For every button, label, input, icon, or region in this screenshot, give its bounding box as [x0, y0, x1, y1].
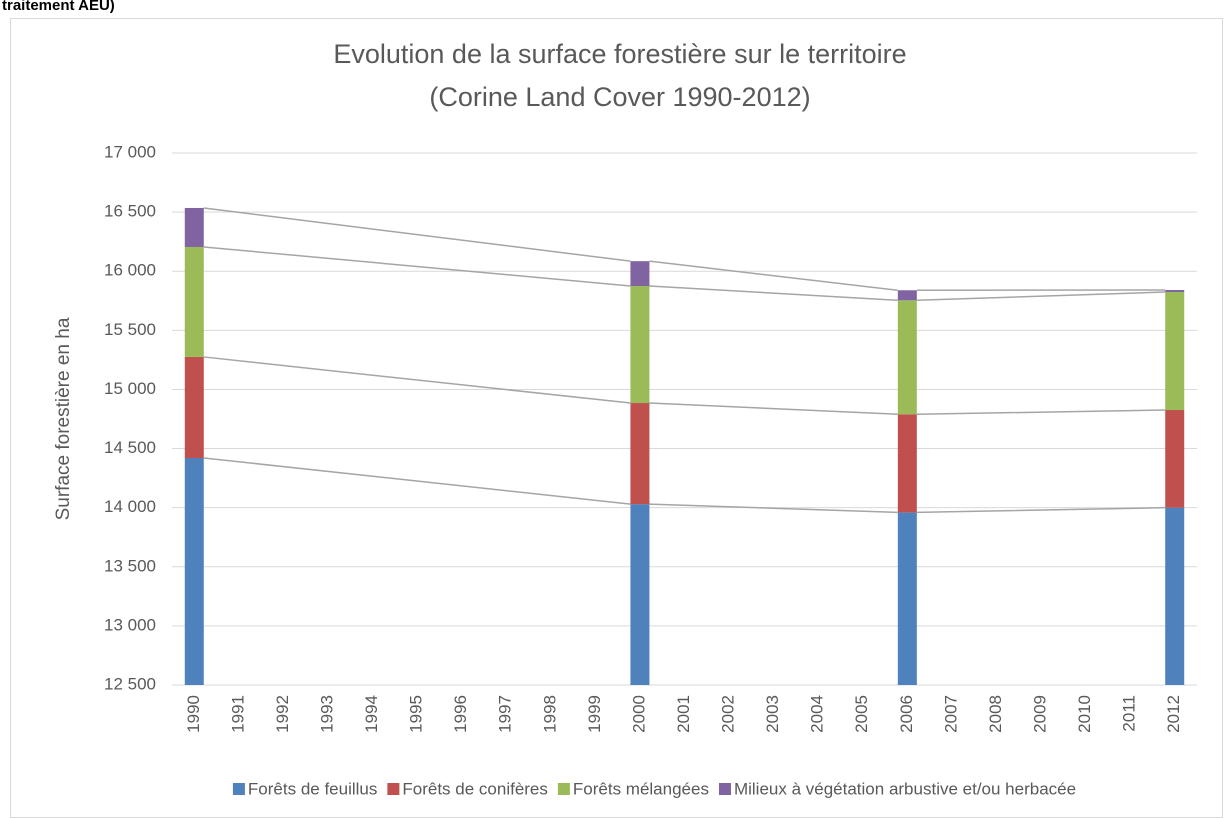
chart-title: Evolution de la surface forestière sur l… — [333, 39, 906, 69]
bar-segment — [1165, 290, 1185, 293]
y-tick-label: 13 500 — [104, 556, 156, 575]
bar-segment — [1165, 410, 1185, 508]
chart-border — [10, 18, 1223, 818]
bar-segment — [1165, 292, 1185, 411]
x-tick-label: 2005 — [852, 695, 871, 733]
x-tick-label: 2008 — [986, 695, 1005, 733]
x-tick-label: 1992 — [273, 695, 292, 733]
y-axis-label: Surface forestière en ha — [53, 317, 74, 520]
bar-segment — [897, 290, 917, 301]
bar-segment — [630, 504, 650, 685]
series-line — [203, 356, 1166, 416]
bar-segment — [184, 356, 204, 459]
x-tick-label: 2007 — [941, 695, 960, 733]
x-tick-label: 1998 — [540, 695, 559, 733]
x-tick-label: 2003 — [763, 695, 782, 733]
x-tick-label: 1997 — [496, 695, 515, 733]
header-note: traitement AEU) — [2, 0, 115, 14]
bar-segment — [630, 403, 650, 505]
x-tick-label: 1999 — [585, 695, 604, 733]
x-tick-label: 2010 — [1075, 695, 1094, 733]
x-tick-label: 2001 — [674, 695, 693, 733]
x-tick-label: 1996 — [451, 695, 470, 733]
x-tick-label: 1991 — [228, 695, 247, 733]
y-tick-label: 13 000 — [104, 615, 156, 634]
legend-label: Milieux à végétation arbustive et/ou her… — [734, 779, 1076, 798]
x-tick-label: 2006 — [897, 695, 916, 733]
bar-segment — [630, 286, 650, 404]
x-tick-label: 2009 — [1031, 695, 1050, 733]
x-tick-label: 1994 — [362, 695, 381, 733]
bar-segment — [897, 414, 917, 513]
legend-swatch — [232, 783, 245, 795]
x-tick-label: 2012 — [1164, 695, 1183, 733]
bar-segment — [184, 458, 204, 685]
y-tick-label: 14 000 — [104, 497, 156, 516]
bar-segment — [184, 207, 204, 247]
y-tick-label: 17 000 — [104, 142, 156, 161]
legend-swatch — [557, 783, 570, 795]
x-tick-label: 2000 — [629, 695, 648, 733]
y-tick-label: 15 500 — [104, 320, 156, 339]
legend-label: Forêts de conifères — [402, 779, 548, 798]
x-tick-label: 1990 — [184, 695, 203, 733]
x-tick-label: 2002 — [719, 695, 738, 733]
y-tick-label: 15 000 — [104, 379, 156, 398]
bar-segment — [1165, 507, 1185, 685]
bar-segment — [897, 512, 917, 685]
y-tick-label: 16 500 — [104, 202, 156, 221]
x-tick-label: 1993 — [317, 695, 336, 733]
series-line — [203, 207, 1166, 292]
x-tick-label: 2011 — [1120, 695, 1139, 732]
x-tick-label: 2004 — [808, 695, 827, 733]
bar-segment — [184, 246, 204, 357]
y-tick-label: 12 500 — [104, 674, 156, 693]
y-tick-label: 16 000 — [104, 261, 156, 280]
legend-label: Forêts mélangées — [573, 779, 709, 798]
y-tick-label: 14 500 — [104, 438, 156, 457]
chart-subtitle: (Corine Land Cover 1990-2012) — [429, 82, 810, 112]
legend-swatch — [718, 783, 731, 795]
x-tick-label: 1995 — [407, 695, 426, 733]
bar-segment — [630, 261, 650, 286]
legend-label: Forêts de feuillus — [248, 779, 377, 798]
legend-swatch — [387, 783, 400, 795]
bar-segment — [897, 300, 917, 415]
series-line — [203, 457, 1166, 514]
series-line — [203, 246, 1166, 302]
